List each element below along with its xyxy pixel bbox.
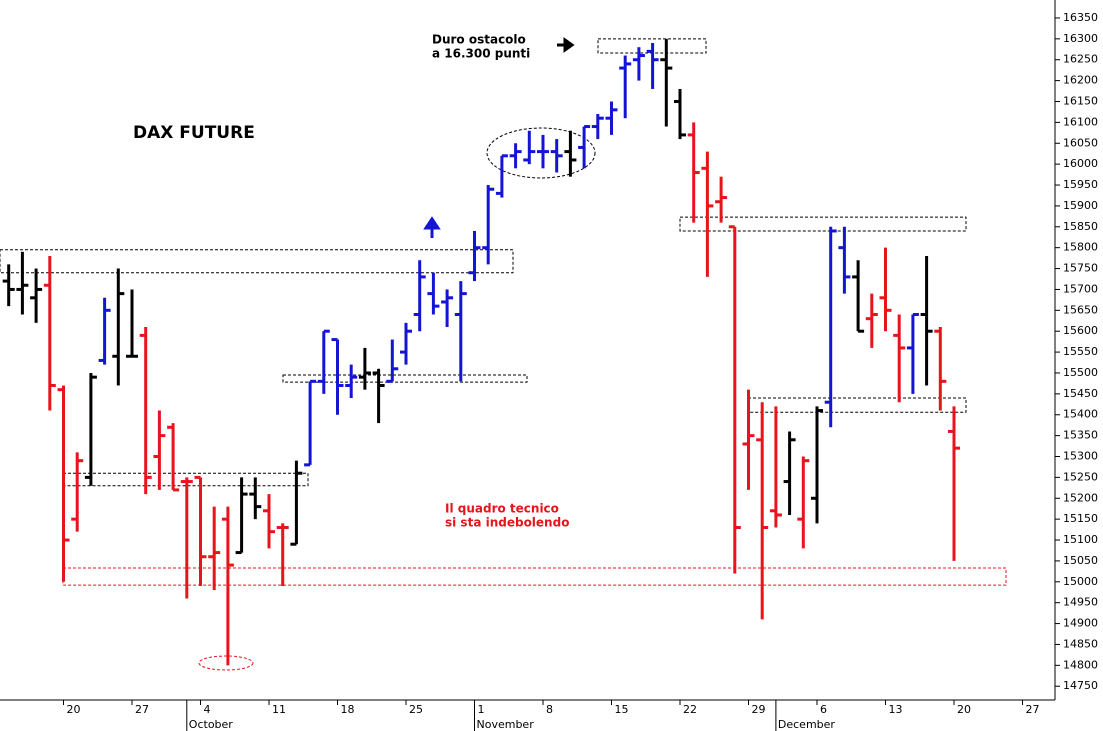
y-tick-label: 15600 xyxy=(1063,324,1098,337)
y-tick-label: 15950 xyxy=(1063,178,1098,191)
chart-title: DAX FUTURE xyxy=(133,123,255,143)
y-tick-label: 15050 xyxy=(1063,554,1098,567)
x-tick-label: 6 xyxy=(820,703,827,716)
x-tick-label: 13 xyxy=(889,703,903,716)
arrow-up xyxy=(423,216,441,238)
y-tick-label: 16100 xyxy=(1063,115,1098,128)
y-tick-label: 16050 xyxy=(1063,136,1098,149)
month-label: November xyxy=(477,718,535,731)
x-tick-label: 25 xyxy=(409,703,423,716)
level-zone xyxy=(0,249,514,274)
x-tick-label: 11 xyxy=(272,703,286,716)
y-tick-label: 16250 xyxy=(1063,53,1098,66)
y-tick-label: 15250 xyxy=(1063,470,1098,483)
x-tick-label: 27 xyxy=(1026,703,1040,716)
y-tick-label: 15500 xyxy=(1063,366,1098,379)
y-tick-label: 14800 xyxy=(1063,658,1098,671)
y-tick-label: 15550 xyxy=(1063,345,1098,358)
x-tick-label: 20 xyxy=(957,703,971,716)
arrow-right xyxy=(557,37,575,53)
y-tick-label: 16350 xyxy=(1063,11,1098,24)
highlight-ellipse xyxy=(198,655,254,671)
level-zone xyxy=(747,397,967,413)
x-tick-label: 22 xyxy=(683,703,697,716)
y-tick-label: 15350 xyxy=(1063,429,1098,442)
y-tick-label: 15400 xyxy=(1063,408,1098,421)
level-zone xyxy=(282,374,528,383)
y-tick-label: 15200 xyxy=(1063,491,1098,504)
y-tick-label: 14900 xyxy=(1063,617,1098,630)
y-tick-label: 15650 xyxy=(1063,303,1098,316)
x-tick-label: 1 xyxy=(478,703,485,716)
y-tick-label: 14750 xyxy=(1063,679,1098,692)
y-tick-label: 14850 xyxy=(1063,637,1098,650)
y-tick-label: 15000 xyxy=(1063,575,1098,588)
month-label: October xyxy=(189,718,233,731)
y-tick-label: 15100 xyxy=(1063,533,1098,546)
y-tick-label: 15700 xyxy=(1063,282,1098,295)
y-tick-label: 15150 xyxy=(1063,512,1098,525)
y-tick-label: 16150 xyxy=(1063,94,1098,107)
y-tick-label: 15850 xyxy=(1063,220,1098,233)
annotation: a 16.300 punti xyxy=(432,47,530,61)
y-tick-label: 15300 xyxy=(1063,450,1098,463)
x-tick-label: 27 xyxy=(135,703,149,716)
x-tick-label: 20 xyxy=(67,703,81,716)
level-zone xyxy=(679,216,967,232)
annotation: Duro ostacolo xyxy=(432,33,526,47)
y-tick-label: 15800 xyxy=(1063,241,1098,254)
y-tick-label: 15450 xyxy=(1063,387,1098,400)
annotation: Il quadro tecnico xyxy=(445,502,559,516)
x-tick-label: 29 xyxy=(752,703,766,716)
x-tick-label: 15 xyxy=(615,703,629,716)
y-tick-label: 16200 xyxy=(1063,74,1098,87)
x-tick-label: 4 xyxy=(204,703,211,716)
x-tick-label: 18 xyxy=(341,703,355,716)
highlight-ellipse xyxy=(486,127,596,179)
y-tick-label: 15900 xyxy=(1063,199,1098,212)
y-tick-label: 15750 xyxy=(1063,262,1098,275)
y-tick-label: 16000 xyxy=(1063,157,1098,170)
x-tick-label: 8 xyxy=(546,703,553,716)
y-tick-label: 14950 xyxy=(1063,596,1098,609)
annotation: si sta indebolendo xyxy=(445,516,569,530)
month-label: December xyxy=(778,718,836,731)
y-tick-label: 16300 xyxy=(1063,32,1098,45)
level-zone xyxy=(62,567,1007,586)
